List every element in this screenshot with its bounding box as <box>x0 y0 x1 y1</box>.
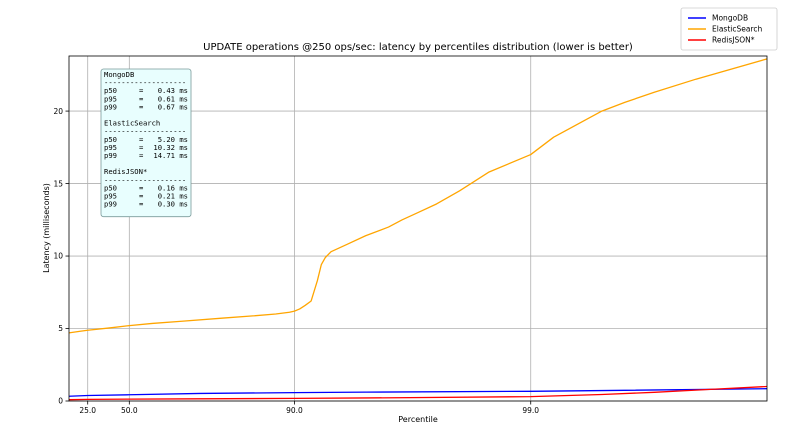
stats-percentile-label: p99 <box>104 200 117 209</box>
stats-percentile-label: p50 <box>104 135 117 144</box>
stats-box: MongoDB-------------------p50 = 0.43 msp95… <box>100 68 192 218</box>
stats-percentile-label: p95 <box>104 94 117 103</box>
axis-ticks: 25.0 50.0 90.0 99.0 0 5 10 15 20 <box>53 107 539 415</box>
stats-box-frame <box>100 68 192 218</box>
stats-group-name: MongoDB <box>104 70 134 79</box>
x-tick-label: 99.0 <box>522 406 539 415</box>
stats-equals: = <box>139 200 144 209</box>
plot-frame <box>68 55 768 402</box>
stats-equals: = <box>139 192 144 201</box>
stats-group-name: RedisJSON* <box>104 167 147 176</box>
y-tick-label: 15 <box>53 179 63 188</box>
x-tick-label: 25.0 <box>79 406 96 415</box>
stats-equals: = <box>139 183 144 192</box>
chart-title: UPDATE operations @250 ops/sec: latency … <box>203 42 633 53</box>
stats-latency-value: 14.71 ms <box>153 151 188 160</box>
series-lines <box>68 58 768 401</box>
x-tick-label: 50.0 <box>121 406 138 415</box>
legend: MongoDB ElasticSearch RedisJSON* <box>680 7 778 51</box>
series-line-mongodb <box>68 388 768 397</box>
stats-equals: = <box>139 86 144 95</box>
stats-latency-value: 10.32 ms <box>153 143 188 152</box>
stats-equals: = <box>139 151 144 160</box>
stats-group-name: ElasticSearch <box>104 119 160 128</box>
y-tick-label: 0 <box>58 397 63 406</box>
stats-percentile-label: p95 <box>104 143 117 152</box>
stats-separator: ------------------- <box>104 127 186 136</box>
stats-latency-value: 0.16 ms <box>158 183 188 192</box>
y-tick-label: 20 <box>53 107 63 116</box>
stats-equals: = <box>139 94 144 103</box>
stats-separator: ------------------- <box>104 78 186 87</box>
legend-entry-label: RedisJSON* <box>712 36 755 45</box>
x-tick-label: 90.0 <box>286 406 303 415</box>
stats-percentile-label: p50 <box>104 86 117 95</box>
x-axis-label: Percentile <box>398 415 438 424</box>
legend-entry-label: ElasticSearch <box>712 25 762 34</box>
stats-latency-value: 0.21 ms <box>158 192 188 201</box>
stats-percentile-label: p99 <box>104 151 117 160</box>
stats-percentile-label: p95 <box>104 192 117 201</box>
legend-entry-label: MongoDB <box>712 14 748 23</box>
y-tick-label: 10 <box>53 252 63 261</box>
stats-percentile-label: p99 <box>104 102 117 111</box>
series-line-elasticsearch <box>68 58 768 334</box>
series-line-redisjson <box>68 385 768 401</box>
stats-equals: = <box>139 135 144 144</box>
stats-percentile-label: p50 <box>104 183 117 192</box>
stats-latency-value: 5.20 ms <box>158 135 188 144</box>
stats-latency-value: 0.43 ms <box>158 86 188 95</box>
stats-latency-value: 0.61 ms <box>158 94 188 103</box>
stats-equals: = <box>139 143 144 152</box>
stats-separator: ------------------- <box>104 175 186 184</box>
y-tick-label: 5 <box>58 324 63 333</box>
stats-latency-value: 0.67 ms <box>158 102 188 111</box>
stats-latency-value: 0.30 ms <box>158 200 188 209</box>
y-axis-label: Latency (milliseconds) <box>42 183 51 273</box>
stats-equals: = <box>139 102 144 111</box>
